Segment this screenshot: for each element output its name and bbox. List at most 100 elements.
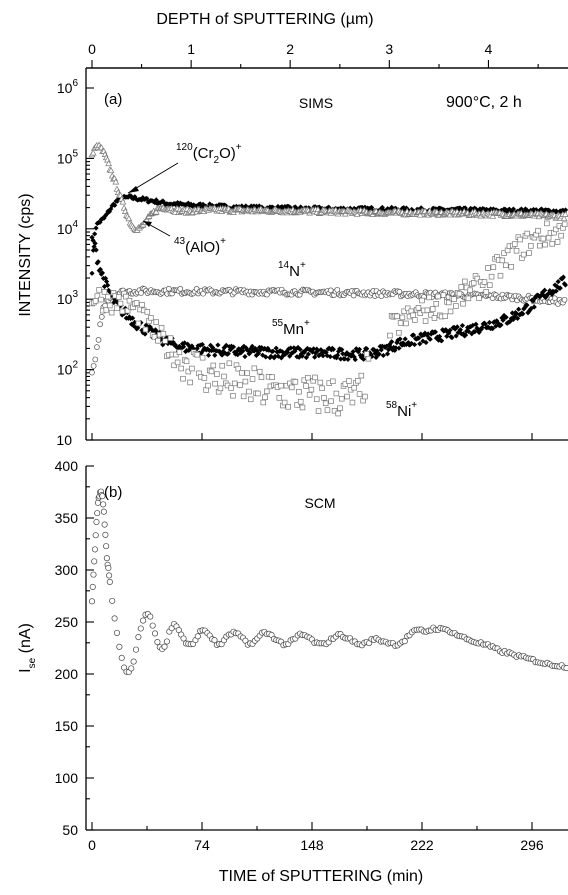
data-point: [89, 369, 95, 376]
data-point: [194, 345, 200, 352]
series-label-mn: 55Mn+: [272, 318, 310, 338]
data-point: [340, 205, 347, 211]
data-point: [520, 251, 527, 258]
top-axis-tick-label: 1: [187, 41, 195, 57]
data-point: [294, 402, 300, 408]
data-point: [303, 354, 309, 361]
data-point: [526, 250, 532, 256]
data-point: [422, 330, 428, 336]
data-point: [292, 379, 299, 385]
data-point: [180, 375, 186, 382]
data-point: [255, 390, 261, 397]
data-point: [428, 312, 434, 318]
data-point: [322, 400, 329, 407]
data-point: [180, 344, 187, 350]
data-point: [304, 345, 310, 352]
data-point: [319, 385, 325, 392]
data-point: [215, 342, 221, 348]
panel-b-y-tick-label: 250: [55, 614, 79, 630]
data-point: [378, 347, 384, 353]
series-label-n: 14N+: [278, 260, 306, 280]
data-point: [548, 289, 554, 296]
x-axis-title: TIME of SPUTTERING (min): [219, 868, 423, 885]
panel-a-y-tick-label: 104: [57, 219, 79, 237]
data-point: [302, 347, 308, 354]
data-point: [513, 311, 520, 317]
data-point: [488, 273, 495, 280]
data-point: [119, 308, 126, 315]
data-point: [338, 356, 344, 362]
data-point: [547, 288, 553, 294]
data-point: [428, 331, 434, 337]
data-point: [362, 393, 368, 400]
panel-b-y-tick-label: 50: [62, 822, 78, 838]
data-point: [119, 198, 127, 205]
data-point: [258, 374, 265, 380]
data-point: [117, 300, 124, 307]
data-point: [135, 634, 142, 641]
data-point: [459, 322, 466, 329]
condition-label: 900°C, 2 h: [446, 94, 522, 111]
data-point: [468, 324, 474, 330]
data-point: [89, 149, 97, 156]
data-point: [546, 208, 553, 214]
data-point: [152, 208, 160, 215]
data-point: [522, 304, 528, 311]
data-point: [240, 393, 247, 400]
data-point: [194, 351, 200, 358]
data-point: [497, 272, 504, 279]
data-point: [89, 270, 95, 276]
data-point: [416, 335, 422, 341]
data-point: [524, 230, 530, 237]
data-point: [384, 351, 391, 357]
data-point: [106, 578, 113, 586]
data-point: [249, 376, 256, 382]
data-point: [226, 360, 233, 367]
data-point: [453, 303, 459, 309]
panel-a-y-tick-label: 102: [57, 360, 79, 378]
panel-a-y-ticks: 106 105 104 103 102 10: [56, 78, 94, 448]
data-point: [152, 327, 159, 333]
data-point: [452, 326, 458, 332]
data-point: [205, 352, 212, 358]
data-point: [298, 351, 304, 357]
data-point: [314, 396, 320, 402]
panel-b-x-tick-label: 296: [520, 837, 544, 853]
scm-label: SCM: [304, 495, 335, 511]
data-point: [483, 289, 489, 295]
data-point: [476, 329, 482, 335]
data-point: [542, 287, 548, 293]
data-point: [510, 206, 517, 212]
data-point: [410, 332, 417, 338]
data-point: [272, 353, 278, 360]
data-point: [151, 334, 158, 340]
data-point: [129, 315, 136, 321]
data-point: [358, 372, 365, 379]
data-point: [426, 294, 432, 301]
data-point: [158, 325, 165, 331]
data-point: [536, 242, 543, 249]
data-point: [561, 221, 568, 228]
data-point: [415, 305, 422, 311]
data-point: [336, 348, 342, 355]
data-point: [112, 202, 118, 208]
data-point: [105, 564, 112, 572]
data-point: [508, 315, 514, 322]
data-point: [400, 340, 406, 346]
data-point: [369, 353, 375, 360]
data-point: [485, 324, 492, 330]
data-point: [355, 349, 361, 355]
panel-a-y-tick-label: 10: [56, 432, 72, 448]
data-point: [94, 499, 101, 506]
data-point: [446, 299, 452, 306]
data-point: [163, 638, 170, 645]
data-point: [159, 336, 165, 342]
series-ise: [88, 488, 568, 676]
data-point: [299, 404, 306, 411]
data-point: [92, 240, 98, 246]
data-point: [393, 345, 399, 351]
data-point: [90, 571, 97, 578]
data-point: [500, 317, 506, 323]
data-point: [239, 370, 245, 376]
